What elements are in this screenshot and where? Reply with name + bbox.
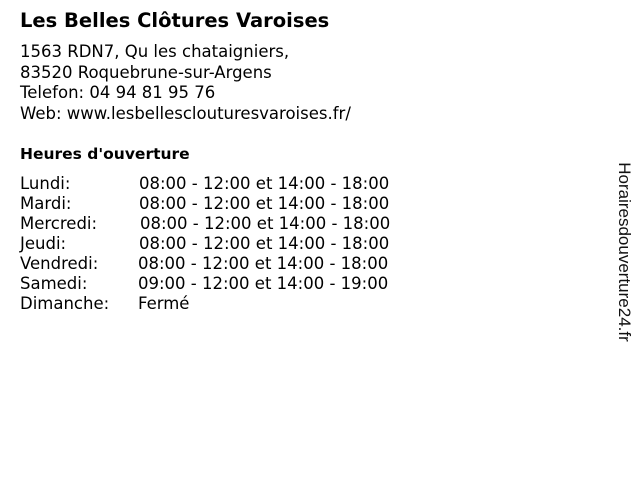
business-contact: 1563 RDN7, Qu les chataigniers, 83520 Ro… [20, 42, 351, 124]
watermark: Horairesdouverture24.fr [615, 162, 634, 342]
day-label: Mardi: [20, 194, 72, 213]
phone: Telefon: 04 94 81 95 76 [20, 83, 216, 102]
website: Web: www.lesbellesclouturesvaroises.fr/ [20, 103, 351, 123]
day-hours: Fermé [138, 294, 190, 313]
day-label: Lundi: [20, 174, 71, 193]
day-label: Jeudi: [20, 234, 67, 253]
day-hours: 08:00 - 12:00 et 14:00 - 18:00 [139, 174, 390, 193]
day-hours: 08:00 - 12:00 et 14:00 - 18:00 [139, 194, 390, 213]
address-line-2: 83520 Roquebrune-sur-Argens [20, 62, 272, 82]
hours-heading: Heures d'ouverture [20, 145, 190, 163]
day-label: Samedi: [20, 274, 88, 293]
day-hours: 08:00 - 12:00 et 14:00 - 18:00 [140, 214, 391, 233]
business-name: Les Belles Clôtures Varoises [20, 9, 330, 32]
address-line-1: 1563 RDN7, Qu les chataigniers, [20, 42, 290, 61]
day-label: Vendredi: [20, 254, 99, 273]
day-hours: 09:00 - 12:00 et 14:00 - 19:00 [138, 274, 389, 293]
day-label: Mercredi: [20, 214, 98, 233]
day-hours: 08:00 - 12:00 et 14:00 - 18:00 [138, 254, 389, 273]
day-label: Dimanche: [20, 294, 110, 313]
day-hours: 08:00 - 12:00 et 14:00 - 18:00 [139, 234, 390, 253]
